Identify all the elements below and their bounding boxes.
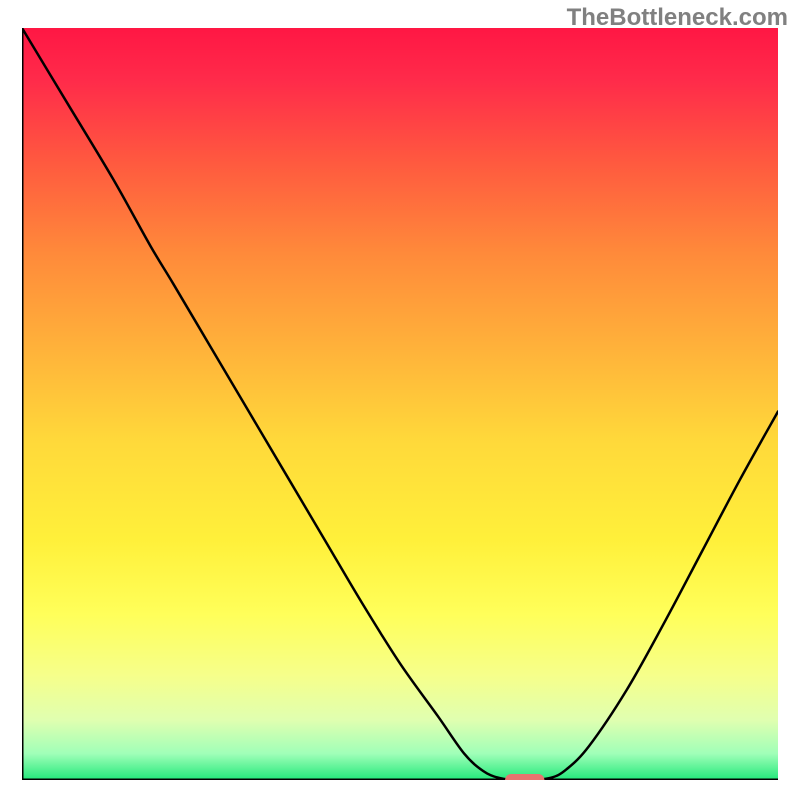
plot-area [22,28,778,780]
watermark-text: TheBottleneck.com [567,4,788,32]
optimal-marker [505,774,544,780]
plot-svg [22,28,778,780]
bottleneck-chart: TheBottleneck.com [0,0,800,800]
gradient-background [22,28,778,780]
